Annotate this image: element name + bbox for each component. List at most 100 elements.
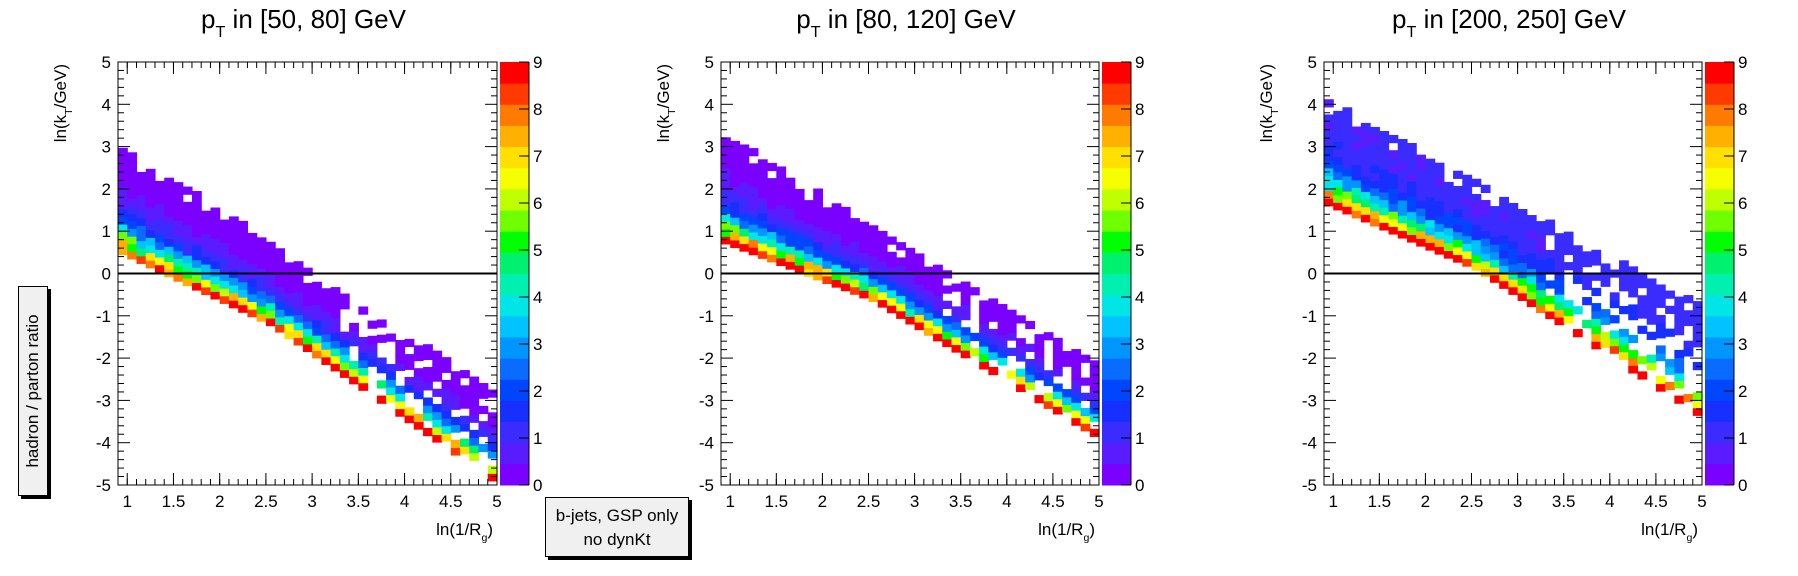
heatmap-cell — [1471, 178, 1482, 187]
heatmap-cell — [1499, 227, 1509, 236]
heatmap-cell — [1545, 280, 1556, 289]
heatmap-cell — [173, 265, 184, 275]
heatmap-cell — [1379, 138, 1390, 147]
heatmap-cell — [302, 298, 313, 307]
heatmap-cell — [164, 200, 175, 209]
heatmap-cells-2 — [721, 137, 1100, 438]
heatmap-cell — [886, 297, 897, 306]
color-scale-segment — [500, 463, 529, 486]
heatmap-cell — [127, 190, 138, 199]
heatmap-cell — [238, 266, 249, 275]
heatmap-cell — [1453, 185, 1463, 195]
heatmap-cell — [1006, 317, 1017, 326]
heatmap-cell — [1674, 357, 1685, 366]
heatmap-cell — [988, 344, 999, 353]
color-scale-segment — [1705, 231, 1734, 253]
heatmap-cell — [1397, 177, 1408, 186]
heatmap-cell — [776, 166, 787, 175]
heatmap-cell — [265, 264, 276, 273]
heatmap-cell — [228, 239, 239, 248]
heatmap-cell — [1388, 211, 1399, 220]
heatmap-cell — [210, 276, 221, 285]
color-scale-segment — [1705, 315, 1734, 338]
heatmap-cell — [238, 274, 249, 283]
heatmap-cell — [136, 179, 147, 188]
heatmap-cell — [1499, 265, 1509, 274]
x-tick-label: 1 — [1328, 492, 1337, 511]
heatmap-cell — [1425, 196, 1436, 205]
heatmap-cell — [293, 322, 304, 331]
heatmap-cell — [803, 215, 814, 224]
heatmap-cell — [441, 433, 452, 442]
heatmap-cell — [219, 219, 230, 228]
heatmap-cell — [1471, 209, 1482, 218]
heatmap-cell — [1397, 192, 1408, 201]
color-scale-label: 9 — [1135, 53, 1144, 72]
heatmap-cell — [1360, 130, 1371, 139]
y-tick-label: -4 — [1302, 434, 1317, 453]
heatmap-cell — [1600, 331, 1611, 341]
heatmap-cell — [969, 287, 980, 296]
heatmap-cell — [831, 248, 842, 258]
heatmap-cell — [191, 274, 202, 283]
heatmap-cell — [1526, 283, 1537, 292]
x-axis-label: ln(1/Rg) — [436, 520, 493, 544]
heatmap-cell — [1572, 275, 1583, 284]
heatmap-cell — [914, 291, 925, 300]
heatmap-cell — [339, 301, 350, 310]
heatmap-cell — [1406, 165, 1417, 175]
heatmap-cell — [914, 283, 925, 293]
heatmap-cell — [1025, 320, 1036, 330]
heatmap-cell — [330, 340, 341, 349]
heatmap-cell — [1674, 349, 1685, 359]
heatmap-cell — [1071, 349, 1082, 358]
heatmap-cell — [877, 284, 888, 293]
heatmap-cell — [164, 230, 175, 240]
heatmap-cell — [1637, 302, 1648, 312]
heatmap-cell — [136, 210, 147, 219]
heatmap-cell — [803, 230, 814, 239]
heatmap-cell — [1591, 257, 1602, 266]
heatmap-cell — [265, 241, 276, 250]
heatmap-cell — [1406, 143, 1417, 152]
heatmap-cell — [469, 452, 480, 461]
heatmap-cell — [776, 219, 787, 228]
heatmap-cell — [997, 357, 1008, 366]
heatmap-cell — [228, 231, 239, 240]
heatmap-cell — [293, 291, 304, 300]
color-scale-label: 8 — [1135, 100, 1144, 119]
heatmap-cell — [164, 185, 175, 194]
heatmap-cell — [1526, 215, 1537, 224]
heatmap-cell — [988, 328, 999, 338]
heatmap-cell — [1333, 186, 1344, 196]
heatmap-cell — [1489, 259, 1500, 268]
heatmap-cell — [721, 236, 731, 245]
heatmap-cell — [395, 339, 406, 349]
heatmap-cell — [1554, 278, 1565, 288]
heatmap-cell — [460, 423, 470, 432]
heatmap-cell — [330, 287, 341, 296]
color-scale-segment — [1102, 62, 1131, 84]
heatmap-cell — [1397, 169, 1408, 178]
heatmap-cell — [979, 308, 989, 317]
heatmap-cell — [228, 292, 239, 301]
heatmap-cell — [1563, 307, 1574, 316]
heatmap-cell — [460, 392, 470, 402]
heatmap-cell — [997, 319, 1008, 328]
heatmap-cell — [275, 263, 285, 272]
heatmap-cell — [1370, 203, 1380, 212]
panel-3: -5 -4 -3 -2 -1 0 1 2 3 4 5 1 1.5 2 2.5 3 3.5 4 4.5 5 ln(1/Rg… — [1257, 4, 1747, 544]
heatmap-cell — [219, 242, 230, 251]
heatmap-cell — [1370, 180, 1380, 189]
heatmap-cell — [1388, 218, 1399, 227]
heatmap-cell — [1351, 149, 1362, 158]
color-scale-label: 6 — [533, 194, 542, 213]
heatmap-cell — [1406, 158, 1417, 167]
heatmap-cell — [219, 227, 230, 236]
heatmap-cell — [850, 218, 860, 227]
heatmap-cell — [238, 281, 249, 290]
heatmap-cell — [1628, 334, 1639, 344]
heatmap-cell — [831, 203, 842, 212]
heatmap-cell — [1388, 150, 1399, 159]
color-scale-segment — [500, 231, 529, 253]
